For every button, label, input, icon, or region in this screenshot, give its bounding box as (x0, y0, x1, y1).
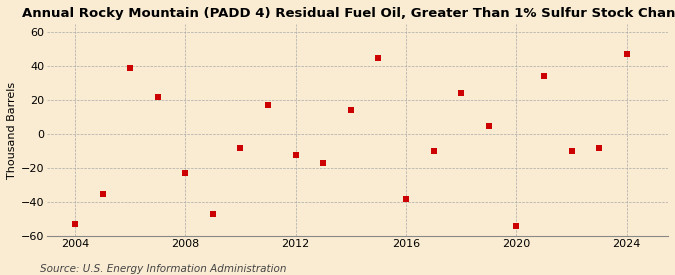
Point (153, 95, 163, 99)
Point (373, 56, 384, 60)
Point (125, 66, 136, 70)
Point (400, 197, 411, 201)
Point (263, 103, 273, 108)
Point (180, 171, 191, 175)
Text: Source: U.S. Energy Information Administration: Source: U.S. Energy Information Administ… (40, 264, 287, 274)
Y-axis label: Thousand Barrels: Thousand Barrels (7, 81, 17, 178)
Point (566, 149, 577, 153)
Point (318, 161, 329, 165)
Title: Annual Rocky Mountain (PADD 4) Residual Fuel Oil, Greater Than 1% Sulfur Stock C: Annual Rocky Mountain (PADD 4) Residual … (22, 7, 675, 20)
Point (539, 74, 549, 79)
Point (483, 123, 494, 128)
Point (97, 191, 108, 196)
Point (235, 145, 246, 150)
Point (456, 91, 466, 96)
Point (594, 145, 605, 150)
Point (207, 212, 218, 216)
Point (70, 222, 80, 226)
Point (511, 224, 522, 228)
Point (621, 52, 632, 57)
Point (346, 108, 356, 113)
Point (290, 152, 301, 157)
Point (428, 149, 439, 153)
